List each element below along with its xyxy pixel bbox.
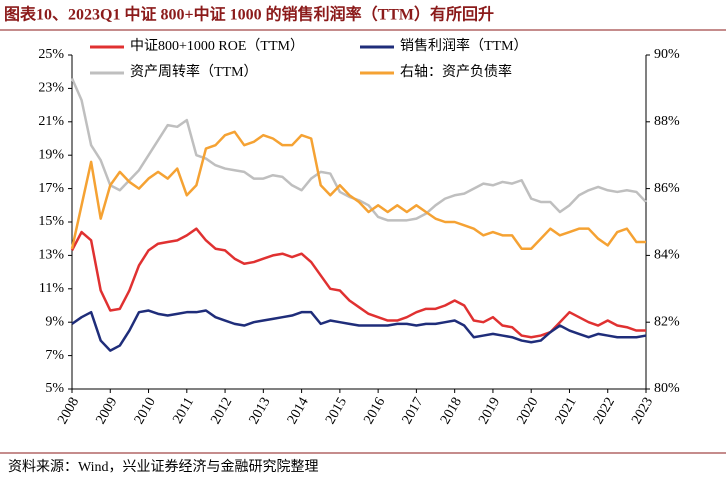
legend-label: 资产周转率（TTM） <box>130 63 258 80</box>
y-tick-label: 23% <box>38 81 64 96</box>
y2-tick-label: 82% <box>654 314 680 329</box>
series-line <box>71 309 647 352</box>
source-note: 资料来源：Wind，兴业证券经济与金融研究院整理 <box>8 459 319 475</box>
x-tick-label: 2020 <box>514 395 541 427</box>
y-tick-label: 21% <box>38 114 64 129</box>
y2-tick-label: 84% <box>654 248 680 263</box>
legend-label: 销售利润率（TTM） <box>400 37 528 54</box>
y-tick-label: 13% <box>38 248 64 263</box>
series-line <box>70 130 646 250</box>
x-tick-label: 2019 <box>476 395 503 427</box>
y2-tick-label: 88% <box>654 114 680 129</box>
x-tick-label: 2011 <box>170 395 197 426</box>
y2-tick-label: 80% <box>654 381 680 396</box>
y-tick-label: 15% <box>38 214 64 229</box>
x-tick-label: 2013 <box>247 395 274 427</box>
y2-tick-label: 86% <box>654 181 680 196</box>
x-tick-label: 2014 <box>285 395 312 427</box>
y-tick-label: 5% <box>45 381 64 396</box>
x-tick-label: 2008 <box>55 395 82 427</box>
x-tick-label: 2016 <box>361 395 388 427</box>
x-tick-label: 2015 <box>323 395 350 427</box>
series-line <box>70 227 646 339</box>
x-tick-label: 2021 <box>553 395 580 427</box>
y2-tick-label: 90% <box>654 47 680 62</box>
chart-title: 图表10、2023Q1 中证 800+中证 1000 的销售利润率（TTM）有所… <box>4 5 494 24</box>
y-tick-label: 11% <box>39 281 64 296</box>
y-tick-label: 19% <box>38 147 64 162</box>
x-tick-label: 2009 <box>94 395 121 427</box>
y-tick-label: 17% <box>38 181 64 196</box>
y-tick-label: 25% <box>38 47 64 62</box>
y-tick-label: 7% <box>45 348 64 363</box>
x-tick-label: 2023 <box>629 395 656 427</box>
x-tick-label: 2017 <box>400 395 427 427</box>
x-tick-label: 2018 <box>438 395 465 427</box>
x-tick-label: 2012 <box>208 395 235 427</box>
x-tick-label: 2022 <box>591 395 618 427</box>
series-line <box>70 77 647 222</box>
legend-label: 右轴：资产负债率 <box>400 63 512 80</box>
legend-label: 中证800+1000 ROE（TTM） <box>130 38 304 54</box>
y-tick-label: 9% <box>45 314 64 329</box>
x-tick-label: 2010 <box>132 395 159 427</box>
